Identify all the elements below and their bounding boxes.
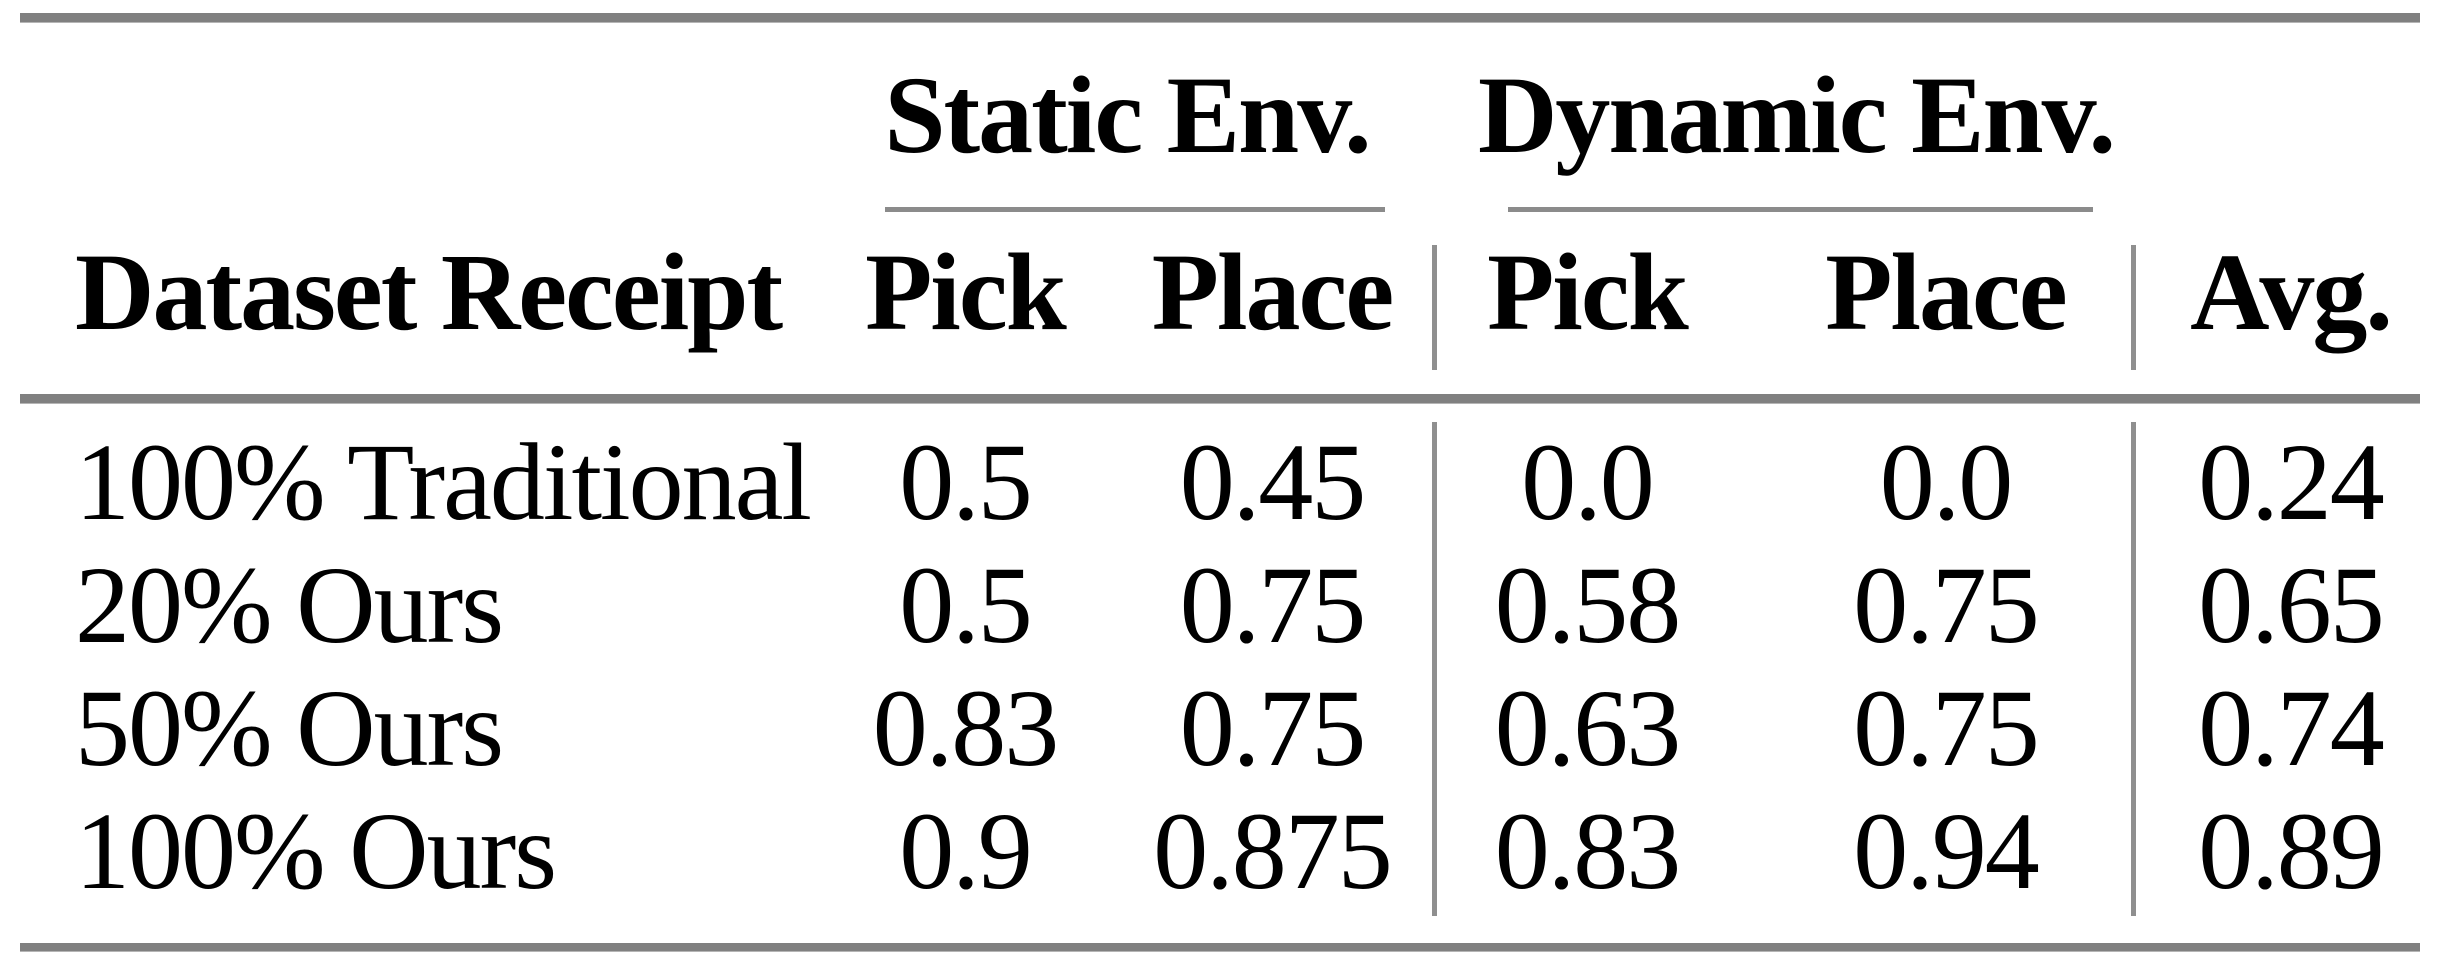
row-label: 50% Ours	[75, 666, 504, 789]
col-header-dataset-receipt: Dataset Receipt	[75, 230, 783, 353]
vline-dynamic-avg-body	[2131, 422, 2136, 916]
group-header-dynamic-env: Dynamic Env.	[1477, 54, 2116, 176]
table-cell: 0.75	[1853, 543, 2040, 666]
top-rule	[20, 13, 2420, 23]
table-cell: 0.75	[1853, 666, 2040, 789]
col-header-avg: Avg.	[2190, 230, 2393, 353]
table-cell: 0.5	[899, 420, 1033, 543]
table-cell: 0.83	[1494, 789, 1682, 912]
table-cell: 0.94	[1853, 789, 2040, 912]
table-cell: 0.75	[1179, 666, 1367, 789]
vline-dynamic-avg-header	[2131, 245, 2136, 370]
cmidrule-static	[885, 207, 1385, 212]
header-rule	[20, 394, 2420, 404]
vline-static-dynamic-body	[1432, 422, 1437, 916]
table-cell: 0.875	[1153, 789, 1393, 912]
col-header-static-place: Place	[1151, 230, 1394, 353]
table-cell: 0.65	[2198, 543, 2385, 666]
table-cell: 0.58	[1494, 543, 1682, 666]
table-cell: 0.89	[2198, 789, 2385, 912]
vline-static-dynamic-header	[1432, 245, 1437, 370]
table-cell: 0.63	[1494, 666, 1682, 789]
table-cell: 0.45	[1179, 420, 1367, 543]
table-cell: 0.75	[1179, 543, 1367, 666]
results-table: Static Env. Dynamic Env. Dataset Receipt…	[20, 13, 2420, 952]
row-label: 20% Ours	[75, 543, 504, 666]
col-header-dynamic-pick: Pick	[1487, 230, 1689, 353]
table-cell: 0.5	[899, 543, 1033, 666]
table-cell: 0.74	[2198, 666, 2385, 789]
row-label: 100% Traditional	[75, 420, 812, 543]
col-header-static-pick: Pick	[865, 230, 1067, 353]
group-header-static-env: Static Env.	[884, 54, 1371, 176]
col-header-dynamic-place: Place	[1825, 230, 2067, 353]
table-cell: 0.24	[2198, 420, 2385, 543]
table-cell: 0.83	[872, 666, 1060, 789]
bottom-rule	[20, 943, 2420, 952]
row-label: 100% Ours	[75, 789, 557, 912]
table-cell: 0.0	[1879, 420, 2014, 543]
cmidrule-dynamic	[1508, 207, 2093, 212]
table-cell: 0.9	[899, 789, 1033, 912]
table-cell: 0.0	[1521, 420, 1655, 543]
